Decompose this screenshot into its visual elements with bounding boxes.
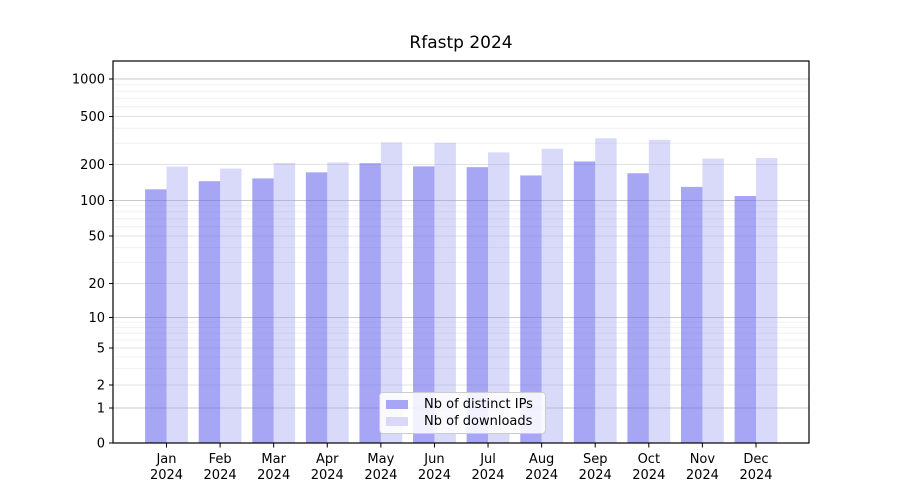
y-tick-label: 20 [88,277,105,292]
x-tick-label: Nov 2024 [686,452,719,483]
x-tick-label: Jan 2024 [150,452,183,483]
bar-distinct-ips [520,175,542,444]
bar-distinct-ips [681,186,703,443]
bar-distinct-ips [305,172,328,443]
bar-distinct-ips [359,163,381,443]
legend-swatch-downloads [386,417,408,426]
y-tick-label: 100 [80,194,105,209]
x-tick-label: Sep 2024 [579,452,612,483]
x-tick-label: May 2024 [364,452,397,483]
bar-downloads [488,152,510,443]
y-tick-label: 200 [80,158,105,173]
legend-item-downloads: Nb of downloads [386,414,537,429]
bar-downloads [702,158,724,443]
bar-downloads [434,142,456,444]
x-tick-label: Apr 2024 [311,452,344,483]
plot-frame [112,60,810,444]
y-tick-label: 500 [80,110,105,125]
bar-distinct-ips [198,181,221,444]
x-tick-label: Mar 2024 [257,452,290,483]
bar-downloads [648,139,671,444]
legend-label-distinct-ips: Nb of distinct IPs [424,397,533,412]
y-tick-label: 0 [97,437,105,452]
x-tick-label: Oct 2024 [632,452,665,483]
bar-downloads [220,168,242,444]
bar-distinct-ips [252,178,274,444]
x-tick-label: Jul 2024 [471,452,504,483]
legend-label-downloads: Nb of downloads [424,414,533,429]
bar-downloads [755,158,778,444]
y-tick-label: 1 [97,402,105,417]
x-tick-label: Feb 2024 [204,452,237,483]
legend: Nb of distinct IPs Nb of downloads [379,392,546,434]
legend-swatch-distinct-ips [386,400,408,409]
y-tick-label: 5 [97,342,105,357]
y-tick-label: 1000 [72,73,105,88]
legend-item-distinct-ips: Nb of distinct IPs [386,397,537,412]
x-tick-label: Dec 2024 [739,452,772,483]
bar-downloads [541,148,564,443]
bar-distinct-ips [145,189,167,443]
y-tick-label: 50 [88,230,105,245]
bar-downloads [327,162,349,443]
bar-downloads [380,142,403,443]
bar-distinct-ips [466,167,489,444]
chart-title: Rfastp 2024 [409,33,513,53]
bar-distinct-ips [734,196,756,443]
bar-distinct-ips [413,166,435,443]
bar-downloads [166,166,188,443]
x-tick-label: Aug 2024 [525,452,558,483]
x-tick-label: Jun 2024 [418,452,451,483]
y-tick-label: 10 [88,311,105,326]
bar-downloads [595,138,617,443]
bar-distinct-ips [573,161,596,443]
bar-downloads [273,162,296,444]
y-tick-label: 2 [97,379,105,394]
bar-distinct-ips [627,173,649,443]
